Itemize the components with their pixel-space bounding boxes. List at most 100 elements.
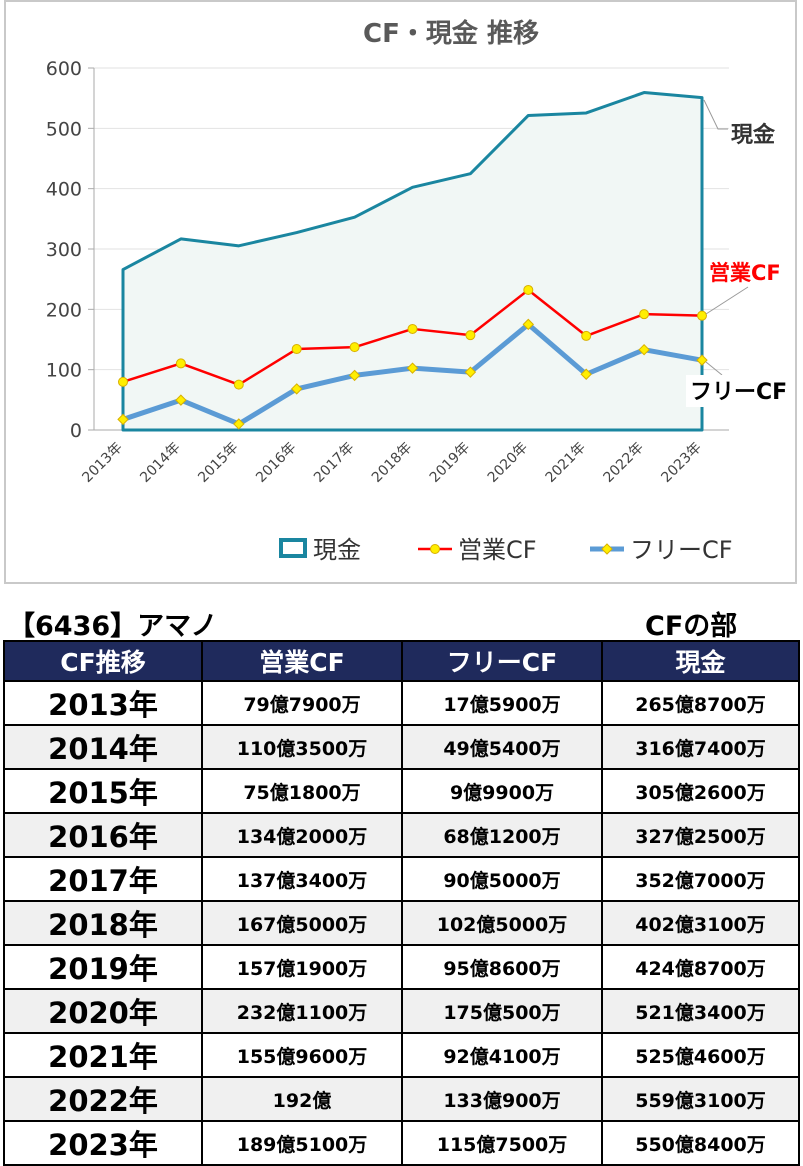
row-free-cf: 102億5000万	[401, 900, 603, 946]
row-year: 2013年	[3, 680, 203, 726]
company-title: 【6436】アマノ	[8, 611, 218, 642]
cf-cash-chart: CF・現金 推移 0 100 200 300 400 500 600 2013年 2014年 201…	[46, 18, 794, 564]
free-cf-marker	[580, 368, 592, 380]
x-tick-label: 2020年	[485, 440, 531, 486]
end-label-cash: 現金	[731, 122, 776, 148]
row-free-cf: 92億4100万	[401, 1032, 603, 1078]
row-free-cf: 95億8600万	[401, 944, 603, 990]
x-tick-label: 2019年	[427, 440, 473, 486]
table-row: 2015年 75億1800万 9億9900万 305億2600万	[3, 768, 800, 814]
operating-cf-marker	[349, 342, 360, 353]
row-free-cf: 17億5900万	[401, 680, 603, 726]
x-tick-label: 2016年	[253, 440, 299, 486]
row-cash: 265億8700万	[601, 680, 800, 726]
row-operating-cf: 134億2000万	[201, 812, 403, 858]
row-year: 2020年	[3, 988, 203, 1034]
row-operating-cf: 189億5100万	[201, 1120, 403, 1166]
end-label-leader	[705, 361, 723, 376]
cf-table: CF推移 営業CF フリーCF 現金 2013年 79億7900万 17億5900万…	[3, 640, 800, 1166]
table-row: 2020年 232億1100万 175億500万 521億3400万	[3, 988, 800, 1034]
operating-cf-marker	[233, 379, 244, 390]
row-year: 2016年	[3, 812, 203, 858]
header-cash: 現金	[601, 640, 800, 682]
row-operating-cf: 110億3500万	[201, 724, 403, 770]
operating-cf-marker	[118, 376, 128, 387]
table-row: 2013年 79億7900万 17億5900万 265億8700万	[3, 680, 800, 726]
legend-swatch-cash	[279, 538, 307, 558]
free-cf-marker	[175, 394, 187, 406]
row-year: 2023年	[3, 1120, 203, 1166]
legend-marker-free-cf	[601, 543, 613, 555]
operating-cf-marker	[465, 330, 476, 341]
free-cf-marker	[522, 318, 535, 331]
y-tick-label: 600	[46, 58, 82, 80]
row-year: 2022年	[3, 1076, 203, 1122]
y-tick-label: 0	[70, 420, 82, 442]
y-tick-label: 500	[46, 118, 82, 140]
row-operating-cf: 79億7900万	[201, 680, 403, 726]
y-tick-label: 100	[46, 360, 82, 382]
table-header-row: CF推移 営業CF フリーCF 現金	[3, 640, 800, 682]
legend-label-cash: 現金	[313, 536, 361, 564]
row-free-cf: 49億5400万	[401, 724, 603, 770]
row-cash: 424億8700万	[601, 944, 800, 990]
legend-marker-operating-cf	[430, 544, 440, 554]
row-year: 2014年	[3, 724, 203, 770]
series-cash-area	[121, 91, 704, 432]
y-tick-label: 300	[46, 239, 82, 261]
row-free-cf: 133億900万	[401, 1076, 603, 1122]
table-row: 2014年 110億3500万 49億5400万 316億7400万	[3, 724, 800, 770]
row-operating-cf: 232億1100万	[201, 988, 403, 1034]
operating-cf-marker	[523, 284, 534, 295]
row-cash: 559億3100万	[601, 1076, 800, 1122]
y-tick-label: 400	[46, 179, 82, 201]
x-tick-label: 2014年	[137, 440, 183, 486]
row-operating-cf: 155億9600万	[201, 1032, 403, 1078]
x-tick-label: 2022年	[601, 440, 647, 486]
x-tick-label: 2015年	[195, 440, 241, 486]
free-cf-marker	[406, 362, 419, 374]
free-cf-marker	[464, 366, 477, 378]
row-year: 2018年	[3, 900, 203, 946]
header-cf-trend: CF推移	[3, 640, 203, 682]
table-row: 2022年 192億 133億900万 559億3100万	[3, 1076, 800, 1122]
table-row: 2016年 134億2000万 68億1200万 327億2500万	[3, 812, 800, 858]
operating-cf-marker	[639, 309, 650, 320]
x-tick-label: 2017年	[311, 440, 357, 486]
end-label-leader	[703, 99, 728, 130]
table-row: 2021年 155億9600万 92億4100万 525億4600万	[3, 1032, 800, 1078]
row-operating-cf: 137億3400万	[201, 856, 403, 902]
row-cash: 521億3400万	[601, 988, 800, 1034]
row-year: 2019年	[3, 944, 203, 990]
operating-cf-marker	[697, 310, 707, 321]
free-cf-marker	[696, 354, 708, 366]
row-cash: 525億4600万	[601, 1032, 800, 1078]
row-operating-cf: 192億	[201, 1076, 403, 1122]
free-cf-marker	[233, 418, 245, 430]
header-free-cf: フリーCF	[401, 640, 603, 682]
row-free-cf: 9億9900万	[401, 768, 603, 814]
end-label-operating-cf: 営業CF	[709, 261, 781, 285]
row-cash: 305億2600万	[601, 768, 800, 814]
row-operating-cf: 167億5000万	[201, 900, 403, 946]
row-cash: 550億8400万	[601, 1120, 800, 1166]
table-row: 2017年 137億3400万 90億5000万 352億7000万	[3, 856, 800, 902]
section-label: CFの部	[645, 611, 738, 642]
table-row: 2018年 167億5000万 102億5000万 402億3100万	[3, 900, 800, 946]
row-free-cf: 175億500万	[401, 988, 603, 1034]
x-tick-label: 2023年	[658, 440, 704, 486]
free-cf-marker	[290, 383, 303, 395]
row-year: 2017年	[3, 856, 203, 902]
free-cf-marker	[117, 413, 129, 426]
row-operating-cf: 75億1800万	[201, 768, 403, 814]
free-cf-marker	[348, 369, 361, 382]
row-free-cf: 90億5000万	[401, 856, 603, 902]
y-tick-label: 200	[46, 299, 82, 321]
table-row: 2019年 157億1900万 95億8600万 424億8700万	[3, 944, 800, 990]
operating-cf-marker	[581, 330, 592, 341]
header-operating-cf: 営業CF	[201, 640, 403, 682]
end-label-leader	[705, 286, 749, 315]
end-label-free-cf: フリーCF	[690, 380, 787, 405]
row-cash: 316億7400万	[601, 724, 800, 770]
row-cash: 327億2500万	[601, 812, 800, 858]
